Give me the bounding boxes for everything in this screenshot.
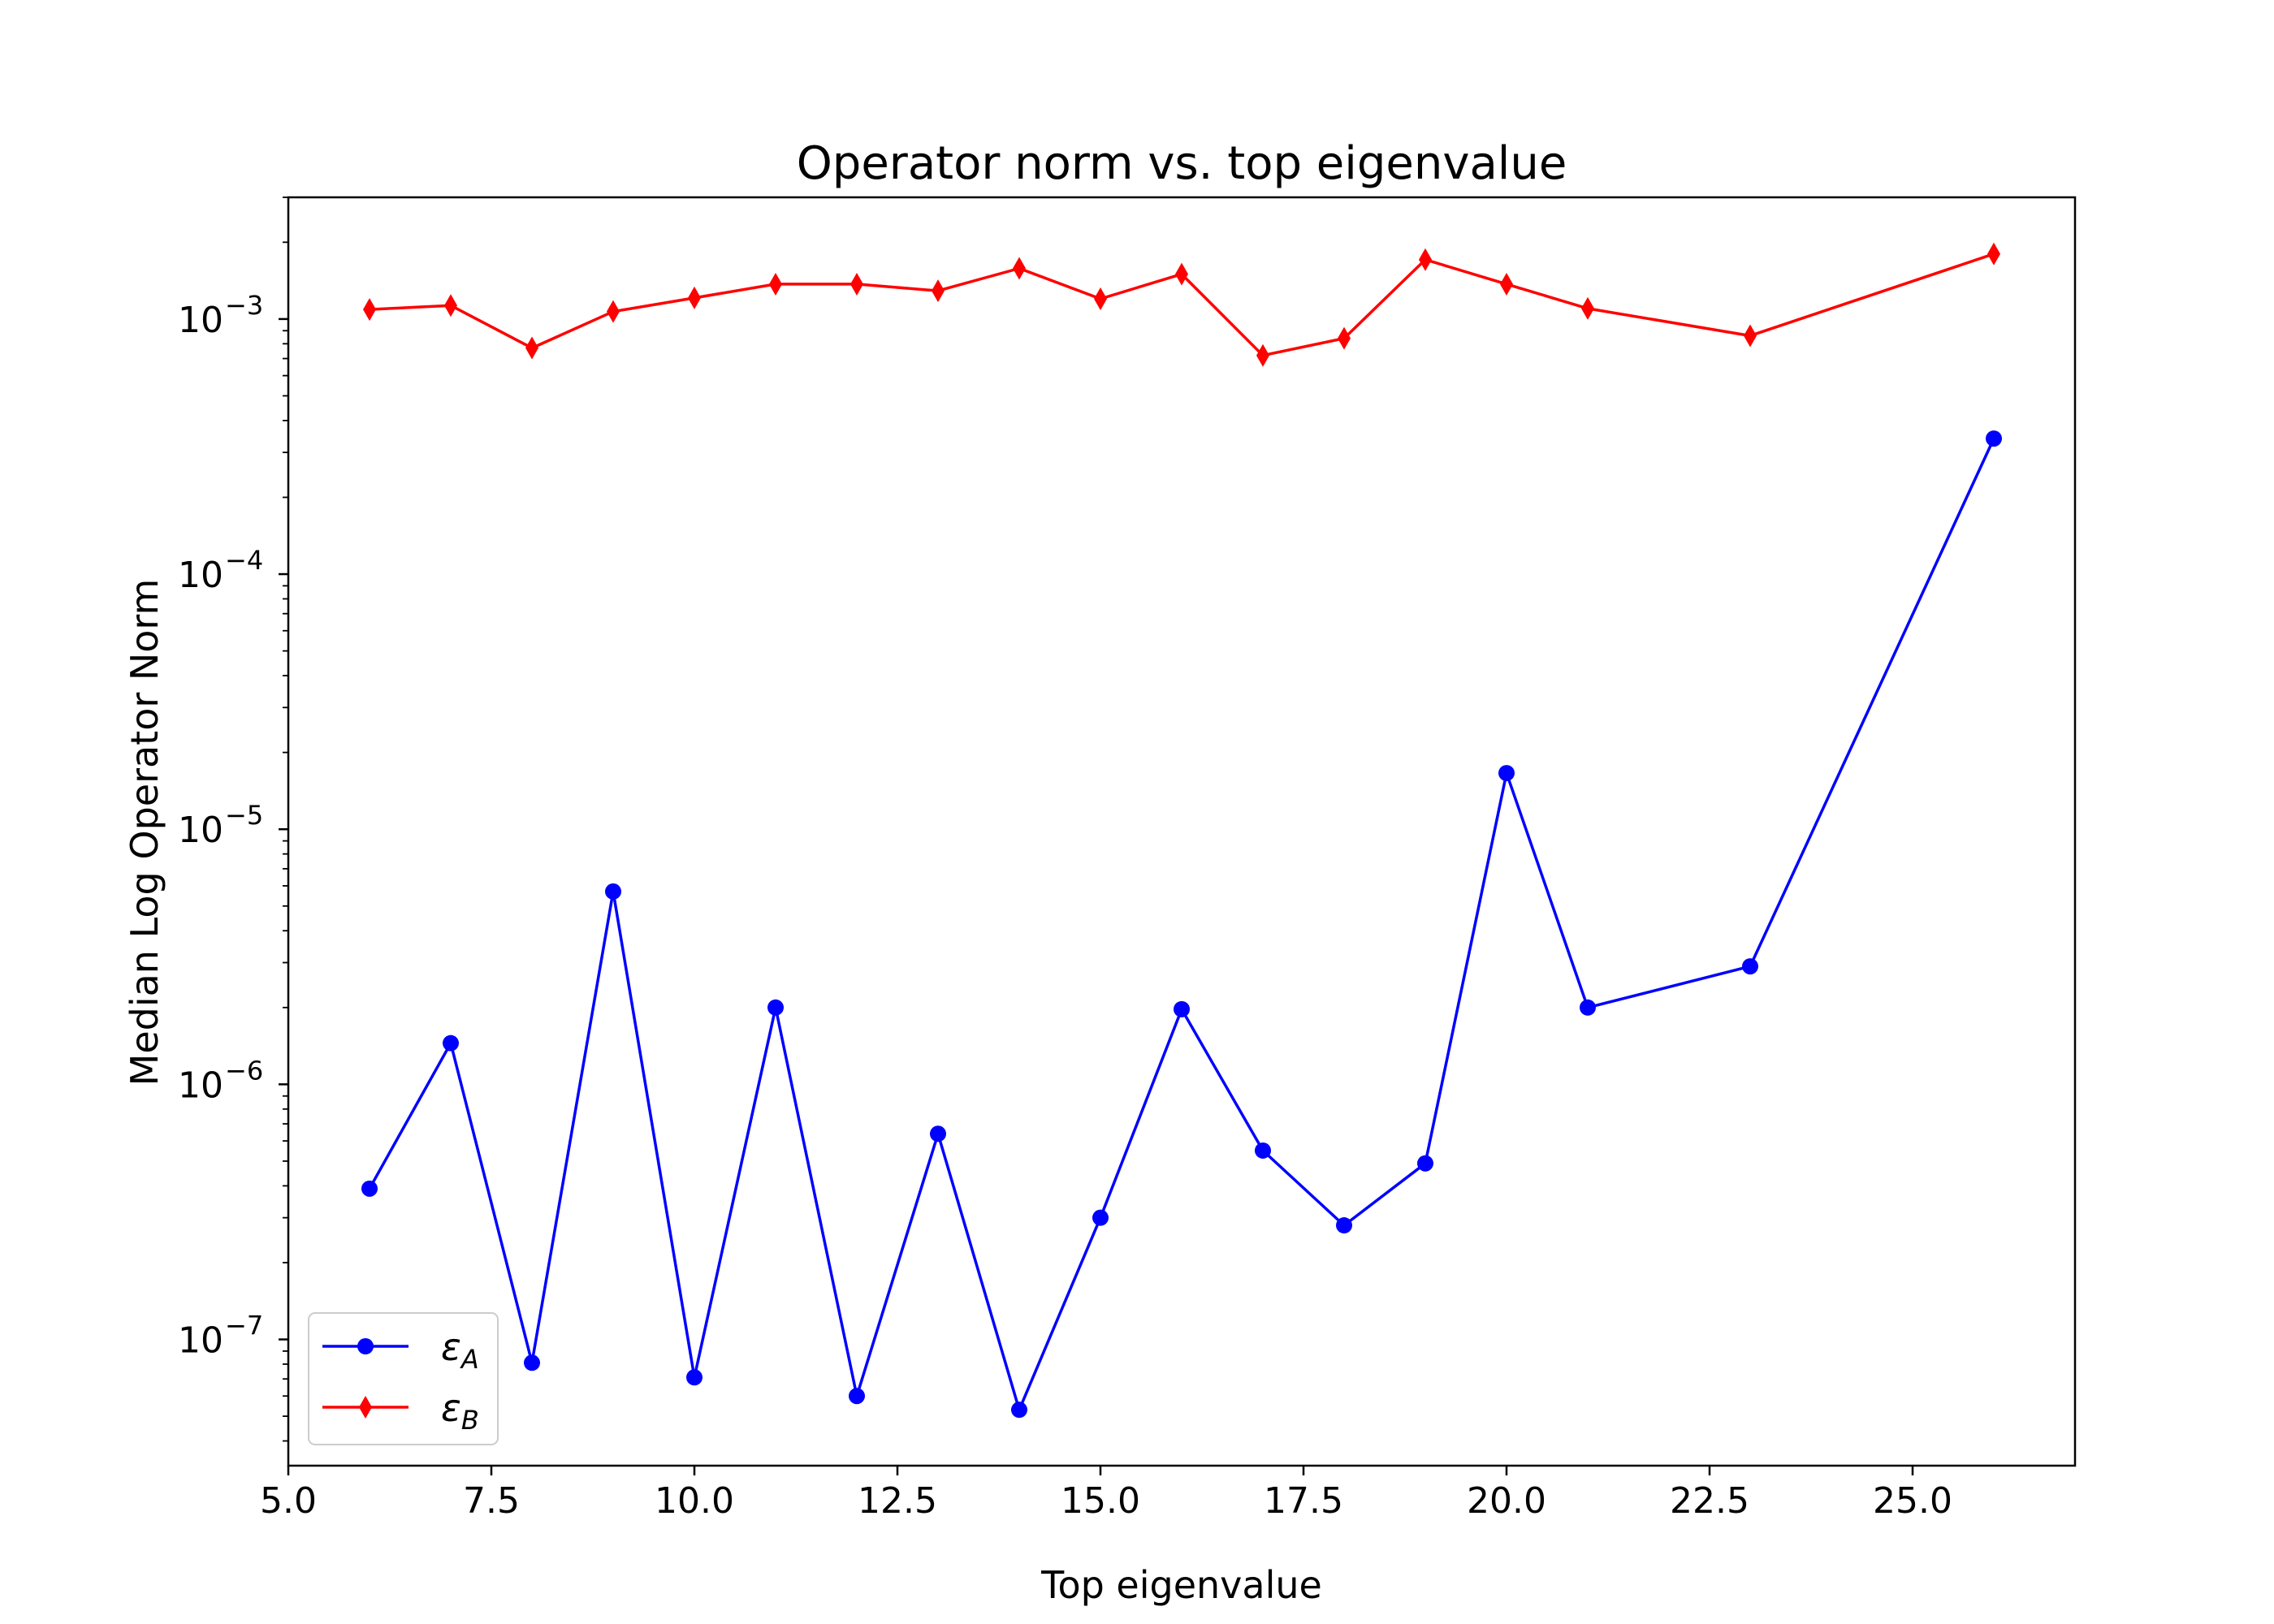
y-tick-label-exponent: −3 — [225, 290, 263, 321]
data-point-b — [1419, 248, 1432, 271]
legend-entry-b: εB — [322, 1386, 479, 1436]
data-point-b — [525, 336, 538, 360]
legend-label-b-sub: B — [461, 1405, 479, 1436]
data-point-b — [1500, 272, 1513, 296]
y-tick-label: 10 — [178, 555, 223, 596]
data-point-b — [1338, 326, 1351, 350]
data-point-b — [769, 272, 782, 296]
plot-area — [287, 196, 2077, 1467]
legend-label-a-main: ε — [441, 1325, 461, 1369]
plot-frame — [287, 196, 2077, 1467]
y-tick-label-exponent: −7 — [225, 1311, 263, 1341]
y-tick-label-exponent: −4 — [225, 545, 263, 576]
legend-label-b-main: ε — [441, 1386, 461, 1430]
y-axis-label: Median Log Operator Norm — [123, 579, 166, 1086]
legend-label-b: εB — [441, 1386, 479, 1436]
series-layer — [361, 242, 2002, 1419]
data-point-b — [932, 279, 945, 303]
x-tick-label: 17.5 — [1264, 1480, 1343, 1522]
data-point-a — [443, 1034, 459, 1052]
legend-marker-b — [359, 1396, 372, 1419]
data-point-b — [1581, 296, 1594, 320]
data-point-b — [444, 294, 457, 317]
data-point-a — [1742, 958, 1758, 975]
data-point-b — [850, 272, 863, 296]
x-tick-label: 5.0 — [260, 1480, 317, 1522]
data-point-a — [361, 1180, 378, 1197]
data-point-a — [930, 1125, 946, 1142]
legend-label-a: εA — [441, 1325, 479, 1375]
data-point-b — [688, 286, 701, 309]
x-tick-label: 25.0 — [1873, 1480, 1952, 1522]
data-point-a — [767, 999, 784, 1016]
y-axis: 10−710−610−510−410−3 — [178, 197, 288, 1442]
x-axis-label: Top eigenvalue — [1040, 1563, 1322, 1607]
y-tick-label: 10 — [178, 1065, 223, 1106]
data-point-b — [607, 300, 620, 323]
data-point-a — [1498, 765, 1515, 782]
data-point-a — [1092, 1209, 1109, 1226]
data-point-a — [849, 1388, 865, 1405]
data-point-a — [1336, 1217, 1352, 1234]
x-tick-label: 10.0 — [655, 1480, 734, 1522]
data-point-a — [1986, 430, 2002, 447]
y-tick-label: 10 — [178, 1320, 223, 1362]
data-point-a — [1417, 1155, 1433, 1172]
legend-marker-a — [357, 1338, 374, 1354]
y-tick-label: 10 — [178, 300, 223, 341]
data-point-b — [363, 298, 376, 322]
y-tick-label-exponent: −5 — [225, 800, 263, 831]
x-tick-label: 12.5 — [858, 1480, 937, 1522]
x-tick-label: 15.0 — [1061, 1480, 1140, 1522]
data-point-a — [605, 883, 621, 900]
legend-entry-a: εA — [322, 1325, 479, 1375]
data-point-b — [1175, 262, 1188, 286]
legend: εA εB — [308, 1312, 499, 1445]
y-tick-label: 10 — [178, 810, 223, 851]
data-point-a — [686, 1369, 703, 1386]
x-axis: 5.0 7.5 10.0 12.5 15.0 17.5 20.0 22.5 25.0 — [260, 1466, 1952, 1522]
data-point-b — [1094, 287, 1107, 311]
data-point-a — [1255, 1142, 1271, 1159]
data-point-b — [1987, 242, 2000, 266]
y-tick-label-exponent: −6 — [225, 1055, 263, 1086]
data-point-a — [524, 1354, 540, 1371]
x-tick-label: 7.5 — [463, 1480, 520, 1522]
series-line-a — [368, 438, 1995, 1411]
x-tick-label: 22.5 — [1670, 1480, 1749, 1522]
data-point-a — [1580, 999, 1596, 1016]
series-line-b — [369, 253, 1995, 357]
data-point-b — [1256, 343, 1269, 367]
data-point-a — [1011, 1402, 1027, 1419]
data-point-b — [1744, 324, 1757, 348]
x-tick-label: 20.0 — [1467, 1480, 1546, 1522]
legend-label-a-sub: A — [460, 1344, 479, 1375]
data-point-b — [1013, 257, 1026, 280]
chart-title: Operator norm vs. top eigenvalue — [797, 137, 1567, 190]
data-point-a — [1174, 1000, 1190, 1017]
